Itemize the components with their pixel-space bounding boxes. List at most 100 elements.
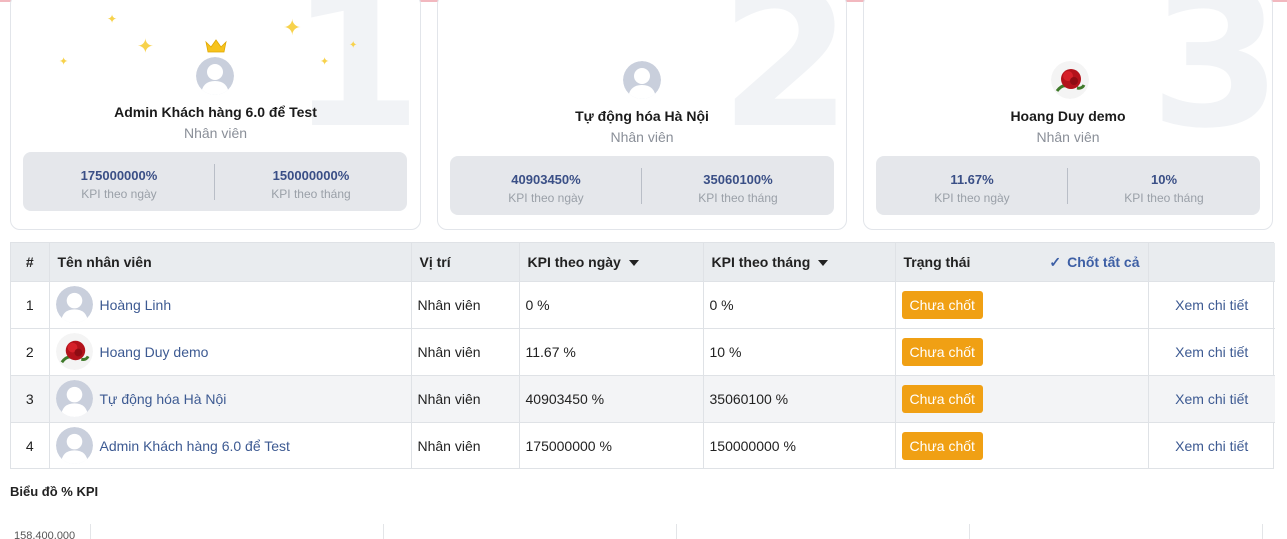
- col-header-status: Trạng thái ✓ Chốt tất cả: [895, 243, 1149, 282]
- kpi-table: # Tên nhân viên Vị trí KPI theo ngày KPI…: [10, 242, 1275, 469]
- gridline: [1262, 524, 1263, 539]
- kpi-day-value: 175000000%: [80, 168, 158, 183]
- row-status-cell: Chưa chốt: [895, 281, 1149, 329]
- col-header-kpi-month[interactable]: KPI theo tháng: [703, 243, 896, 282]
- avatar: [55, 380, 93, 417]
- row-status-cell: Chưa chốt: [895, 328, 1149, 376]
- rose-photo-icon: [55, 333, 93, 370]
- col-header-action: [1148, 243, 1275, 282]
- kpi-day-block: 175000000% KPI theo ngày: [23, 152, 215, 211]
- view-detail-link[interactable]: Xem chi tiết: [1175, 437, 1249, 454]
- row-action-cell: Xem chi tiết: [1148, 422, 1275, 469]
- kpi-day-value: 11.67%: [950, 172, 994, 187]
- default-avatar-icon: [55, 286, 93, 323]
- divider: [1067, 168, 1068, 204]
- kpi-day-value: 40903450%: [511, 172, 581, 187]
- kpi-month-value: 150000000%: [272, 168, 350, 183]
- view-detail-link[interactable]: Xem chi tiết: [1175, 390, 1249, 407]
- status-button[interactable]: Chưa chốt: [901, 290, 983, 319]
- row-kpi-month: 35060100 %: [703, 375, 896, 423]
- row-position: Nhân viên: [411, 422, 520, 469]
- top-card-3: 3 Hoang Duy demo Nhân viên 11.67% KPI th…: [863, 0, 1273, 230]
- row-name-cell: Hoang Duy demo: [49, 328, 412, 376]
- crown-icon: [205, 39, 227, 53]
- kpi-month-value: 35060100%: [703, 172, 773, 187]
- top-card-1: 1 ✦ ✦ ✦ ✦ ✦ ✦ Admin Khách hàng 6.0 để Te…: [10, 0, 421, 230]
- row-index: 2: [11, 328, 50, 376]
- employee-name-link[interactable]: Tự động hóa Hà Nội: [99, 390, 227, 407]
- table-row: 3 Tự động hóa Hà Nội Nhân viên 40903450 …: [11, 375, 1275, 423]
- row-kpi-month: 10 %: [703, 328, 896, 376]
- employee-name: Tự động hóa Hà Nội: [575, 108, 709, 124]
- chot-all-button[interactable]: ✓ Chốt tất cả: [1049, 254, 1139, 271]
- rank-number: 3: [1149, 0, 1273, 170]
- default-avatar-icon: [623, 61, 661, 99]
- kpi-day-block: 40903450% KPI theo ngày: [450, 156, 642, 215]
- employee-name-link[interactable]: Hoàng Linh: [99, 296, 172, 313]
- employee-name: Admin Khách hàng 6.0 để Test: [114, 104, 317, 120]
- employee-name: Hoang Duy demo: [1010, 108, 1126, 124]
- employee-role: Nhân viên: [183, 125, 248, 141]
- col-header-kpi-month-label: KPI theo tháng: [711, 253, 811, 270]
- employee-name-link[interactable]: Admin Khách hàng 6.0 để Test: [99, 437, 290, 454]
- row-action-cell: Xem chi tiết: [1148, 328, 1275, 376]
- default-avatar-icon: [55, 427, 93, 465]
- row-position: Nhân viên: [411, 328, 520, 376]
- row-status-cell: Chưa chốt: [895, 422, 1149, 469]
- row-kpi-day: 0 %: [519, 281, 704, 329]
- sparkle-icon: ✦: [137, 36, 154, 58]
- employee-role: Nhân viên: [610, 129, 674, 145]
- chart-title: Biểu đồ % KPI: [10, 484, 99, 499]
- row-kpi-day: 175000000 %: [519, 422, 704, 469]
- kpi-month-label: KPI theo tháng: [698, 191, 778, 205]
- caret-down-icon[interactable]: [628, 260, 639, 267]
- col-header-name: Tên nhân viên: [49, 243, 412, 282]
- kpi-month-block: 35060100% KPI theo tháng: [642, 156, 834, 215]
- avatar: [55, 286, 93, 323]
- gridline: [90, 524, 91, 539]
- row-kpi-month: 150000000 %: [703, 422, 896, 469]
- rank-number: 2: [719, 0, 847, 170]
- view-detail-link[interactable]: Xem chi tiết: [1175, 343, 1249, 360]
- rank-number: 1: [289, 0, 421, 170]
- row-name-cell: Tự động hóa Hà Nội: [49, 375, 412, 423]
- col-header-kpi-day[interactable]: KPI theo ngày: [519, 243, 704, 282]
- kpi-month-label: KPI theo tháng: [1124, 191, 1204, 205]
- status-button[interactable]: Chưa chốt: [901, 431, 983, 460]
- caret-down-icon[interactable]: [818, 260, 829, 267]
- gridline: [969, 524, 970, 539]
- check-icon: ✓: [1049, 254, 1062, 270]
- col-header-position: Vị trí: [411, 243, 520, 282]
- row-status-cell: Chưa chốt: [895, 375, 1149, 423]
- default-avatar-icon: [196, 57, 234, 95]
- status-button[interactable]: Chưa chốt: [901, 337, 983, 366]
- avatar: [1051, 61, 1089, 99]
- sparkle-icon: ✦: [320, 56, 330, 68]
- kpi-chart: 158,400,000: [0, 510, 1287, 539]
- employee-name-link[interactable]: Hoang Duy demo: [99, 343, 209, 360]
- row-name-cell: Hoàng Linh: [49, 281, 412, 329]
- gridline: [383, 524, 384, 539]
- kpi-day-label: KPI theo ngày: [508, 191, 584, 205]
- kpi-month-value: 10%: [1150, 172, 1178, 187]
- kpi-month-label: KPI theo tháng: [271, 187, 351, 201]
- row-position: Nhân viên: [411, 375, 520, 423]
- y-axis-tick: 158,400,000: [14, 530, 76, 539]
- status-button[interactable]: Chưa chốt: [901, 384, 983, 413]
- row-index: 4: [11, 422, 50, 469]
- kpi-day-label: KPI theo ngày: [934, 191, 1010, 205]
- sparkle-icon: ✦: [107, 12, 118, 26]
- col-header-status-label: Trạng thái: [903, 253, 971, 270]
- row-kpi-day: 40903450 %: [519, 375, 704, 423]
- row-action-cell: Xem chi tiết: [1148, 375, 1275, 423]
- avatar: [623, 61, 661, 99]
- sparkle-icon: ✦: [349, 40, 358, 51]
- avatar: [196, 57, 234, 95]
- chot-all-label: Chốt tất cả: [1067, 254, 1140, 270]
- view-detail-link[interactable]: Xem chi tiết: [1175, 296, 1249, 313]
- gridline: [676, 524, 677, 539]
- row-name-cell: Admin Khách hàng 6.0 để Test: [49, 422, 412, 469]
- kpi-summary: 40903450% KPI theo ngày 35060100% KPI th…: [450, 156, 834, 215]
- col-header-index: #: [11, 243, 50, 282]
- kpi-month-block: 150000000% KPI theo tháng: [215, 152, 407, 211]
